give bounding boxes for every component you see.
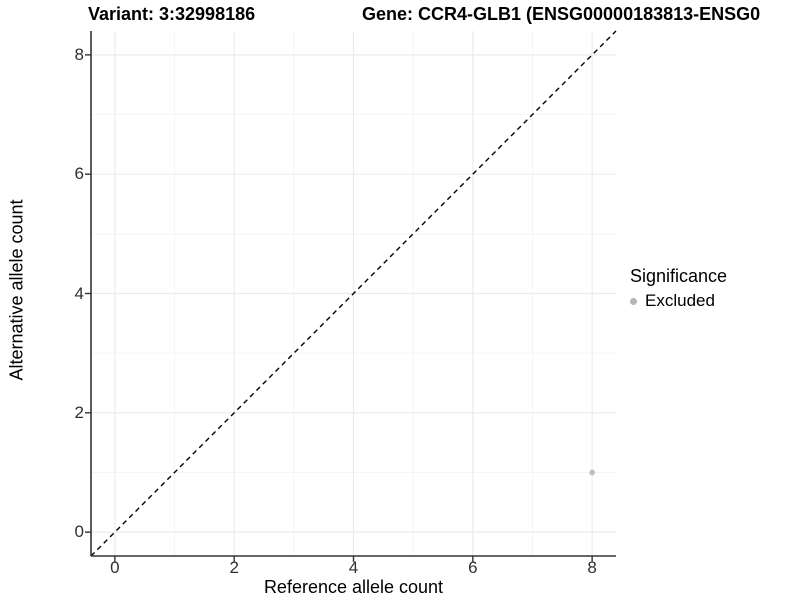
y-tick-label: 8 — [74, 44, 84, 64]
y-tick-label: 4 — [74, 283, 84, 303]
y-tick-label: 0 — [74, 522, 84, 542]
plot-panel — [85, 30, 617, 562]
legend: Significance Excluded — [630, 266, 727, 311]
x-tick-label: 0 — [110, 558, 120, 577]
scatter-plot — [85, 30, 617, 562]
x-tick-label: 8 — [587, 558, 597, 577]
x-tick-label: 6 — [468, 558, 478, 577]
legend-point-icon — [630, 297, 637, 305]
x-axis-title: Reference allele count — [263, 577, 444, 597]
variant-title: Variant: 3:32998186 — [88, 4, 256, 24]
x-tick-label: 2 — [229, 558, 239, 577]
y-axis-title: Alternative allele count — [6, 199, 27, 381]
y-tick-label: 2 — [74, 402, 84, 422]
x-tick-label: 4 — [348, 558, 359, 577]
identity-line — [90, 30, 617, 557]
legend-item-excluded: Excluded — [630, 291, 727, 311]
gene-title: Gene: CCR4-GLB1 (ENSG00000183813-ENSG0 — [362, 4, 761, 24]
data-point — [589, 469, 595, 476]
legend-item-label: Excluded — [645, 291, 715, 310]
legend-title: Significance — [630, 266, 728, 286]
y-tick-label: 6 — [74, 164, 84, 184]
